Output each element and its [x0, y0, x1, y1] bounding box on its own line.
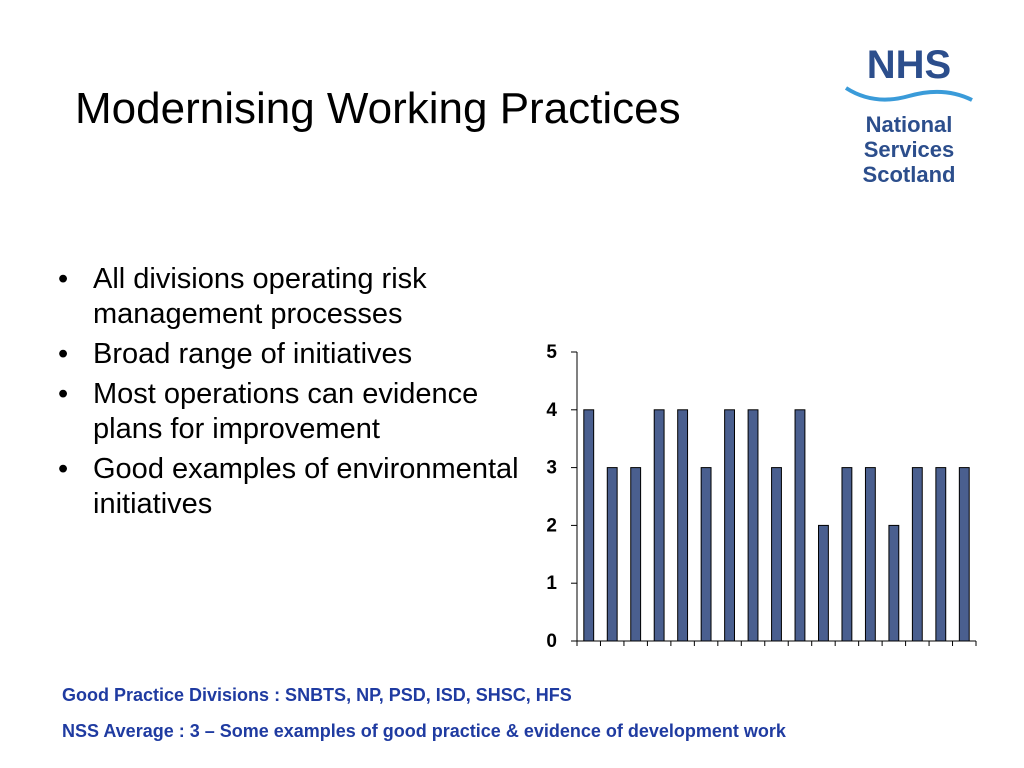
- chart-bar: [724, 409, 735, 642]
- chart-bar: [935, 467, 947, 642]
- chart-bar: [818, 524, 829, 642]
- bullet-item: • Broad range of initiatives: [58, 338, 413, 370]
- chart-bar: [794, 409, 806, 642]
- bullet-text: Most operations can evidence plans for i…: [93, 378, 479, 445]
- chart-bar: [583, 409, 595, 642]
- logo-wordmark: NHS: [867, 43, 951, 87]
- y-tick-label: 4: [546, 400, 557, 421]
- y-tick-label: 3: [546, 458, 557, 479]
- y-tick-label: 0: [546, 631, 557, 652]
- logo-wave: [844, 86, 973, 102]
- chart-bar: [958, 467, 970, 642]
- footnote-nss-average: NSS Average : 3 – Some examples of good …: [62, 721, 786, 741]
- chart-bar: [864, 467, 876, 642]
- score-bar-chart: 0 1 2 3 4 5: [546, 342, 977, 652]
- nhs-logo: NHS National Services Scotland: [844, 43, 973, 187]
- slide-title: Modernising Working Practices: [75, 84, 681, 133]
- chart-bar: [606, 467, 618, 642]
- chart-bar: [677, 409, 689, 642]
- logo-line-1: National: [866, 112, 953, 137]
- chart-bar: [747, 409, 759, 642]
- chart-bar: [911, 467, 923, 642]
- bullet-text: Broad range of initiatives: [93, 338, 413, 370]
- bullet-list: • All divisions operating risk management…: [56, 262, 536, 527]
- chart-bar: [841, 467, 853, 642]
- y-tick-label: 1: [546, 573, 557, 594]
- bullet-item: • All divisions operating risk management…: [58, 263, 427, 330]
- y-tick-label: 2: [546, 515, 557, 536]
- chart-bar: [771, 467, 782, 642]
- chart-bar: [888, 524, 900, 642]
- bullet-text: All divisions operating risk management …: [93, 263, 427, 330]
- y-tick-label: 5: [546, 342, 557, 363]
- bullet-item: • Most operations can evidence plans for …: [58, 378, 479, 445]
- chart-bar: [653, 409, 665, 642]
- bullet-item: • Good examples of environmental initiati…: [58, 453, 519, 520]
- logo-line-3: Scotland: [863, 162, 956, 187]
- logo-line-2: Services: [864, 137, 955, 162]
- chart-bar: [700, 467, 712, 642]
- footnote-good-practice: Good Practice Divisions : SNBTS, NP, PSD…: [62, 685, 572, 705]
- chart-bar: [630, 467, 642, 642]
- bullet-text: Good examples of environmental initiativ…: [93, 453, 519, 520]
